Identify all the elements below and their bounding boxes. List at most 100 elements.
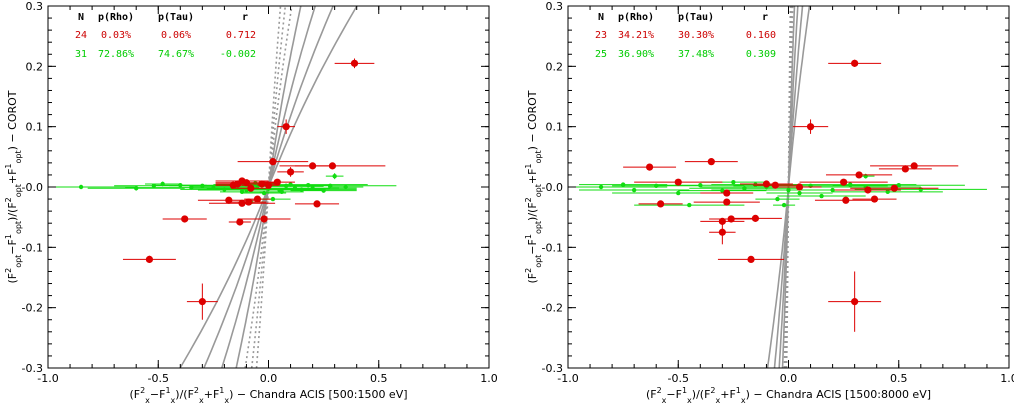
data-point <box>186 283 218 320</box>
series-green <box>48 173 397 205</box>
data-point <box>878 165 932 173</box>
x-tick-label: -1.0 <box>37 372 58 385</box>
data-point <box>259 178 295 186</box>
data-point <box>828 59 882 67</box>
series-red <box>122 58 386 320</box>
marker <box>292 186 298 191</box>
marker <box>305 182 311 188</box>
x-tick-label: 1.0 <box>480 372 498 385</box>
fit-line-dotted <box>244 6 293 368</box>
marker <box>134 186 139 191</box>
chart-panel-1: -1.0 -0.5 0.0 0.5 1.0 -0.3 -0.2 -0.1 -0.0 0.1 0.2 0… <box>4 0 498 405</box>
data-point <box>48 184 137 190</box>
x-tick-label: 0.5 <box>890 372 908 385</box>
stats-cell: 74.67% <box>158 49 194 60</box>
marker <box>225 196 233 204</box>
chart-panel-2: -1.0 -0.5 0.0 0.5 1.0 -0.3 -0.2 -0.1 -0.0 0.1 0.2 0… <box>524 0 1014 405</box>
stats-cell: 0.160 <box>746 30 776 41</box>
marker <box>245 198 253 206</box>
marker <box>762 180 771 188</box>
data-point <box>244 195 271 203</box>
data-point <box>219 189 265 195</box>
y-tick-label: 0.3 <box>26 0 44 13</box>
x-axis-title: (F2x−F1x)/(F2x+F1x) − Chandra ACIS [500:… <box>129 386 407 405</box>
data-point <box>153 182 207 188</box>
marker <box>718 228 726 236</box>
y-tick-label: -0.3 <box>542 362 563 375</box>
stats-cell: -0.002 <box>220 49 256 60</box>
stats-cell: 23 <box>595 30 607 41</box>
marker <box>236 218 244 226</box>
marker <box>178 182 183 188</box>
marker <box>753 182 758 187</box>
series-red <box>623 59 959 332</box>
y-axis-title: (F2opt−F1opt)/(F2opt+F1opt) − COROT <box>4 90 23 283</box>
data-point <box>684 158 738 166</box>
marker <box>264 181 273 189</box>
marker <box>239 189 245 195</box>
y-tick-label: 0.2 <box>546 60 564 73</box>
data-point <box>579 182 668 187</box>
stats-cell: 0.06% <box>161 30 191 41</box>
marker <box>727 215 735 223</box>
y-axis-title: (F2opt−F1opt)/(F2opt+F1opt) − COROT <box>524 90 543 283</box>
stats-cell: 37.48% <box>678 49 714 60</box>
stats-cell: 30.30% <box>678 30 714 41</box>
x-tick-label: -0.5 <box>668 372 689 385</box>
plot-area <box>568 6 987 368</box>
stats-cell: 24 <box>75 30 87 41</box>
series-green <box>568 173 987 208</box>
stats-cell: 72.86% <box>98 49 134 60</box>
data-point <box>215 181 251 189</box>
y-tick-label: -0.0 <box>542 181 563 194</box>
marker <box>855 171 863 179</box>
marker <box>707 158 715 166</box>
y-tick-label: 0.1 <box>546 121 564 134</box>
data-point <box>259 189 304 195</box>
marker <box>269 158 277 166</box>
data-point <box>231 198 267 206</box>
marker <box>771 181 779 189</box>
data-point <box>792 119 829 134</box>
marker <box>723 189 731 197</box>
data-point <box>122 255 176 264</box>
marker <box>247 184 255 192</box>
marker <box>851 298 859 306</box>
x-tick-label: -0.5 <box>148 372 169 385</box>
marker <box>350 59 359 67</box>
stats-cell: 0.03% <box>101 30 131 41</box>
data-point <box>832 189 943 195</box>
x-tick-label: 1.0 <box>1000 372 1014 385</box>
marker <box>343 184 348 190</box>
data-point <box>709 220 736 245</box>
marker <box>270 196 276 202</box>
data-point <box>638 200 683 208</box>
marker <box>830 187 835 193</box>
y-tick-label: -0.0 <box>22 181 43 194</box>
data-point <box>191 186 236 191</box>
data-point <box>579 187 690 193</box>
stats-header: p(Rho) <box>618 12 654 23</box>
data-point <box>777 193 866 199</box>
data-point <box>277 167 304 177</box>
marker <box>279 189 284 195</box>
marker <box>676 190 681 196</box>
data-point <box>777 183 822 191</box>
y-tick-label: 0.1 <box>26 121 44 134</box>
marker <box>806 123 815 131</box>
stats-header: N <box>78 12 84 23</box>
data-point <box>814 196 877 204</box>
marker <box>842 196 850 204</box>
stats-cell: 36.90% <box>618 49 654 60</box>
marker <box>645 163 654 171</box>
marker <box>200 183 205 188</box>
data-point <box>728 214 782 222</box>
y-tick-label: 0.2 <box>26 60 44 73</box>
marker <box>687 202 692 208</box>
stats-header: p(Tau) <box>678 12 714 23</box>
data-point <box>231 184 271 192</box>
data-point <box>228 218 251 226</box>
marker <box>870 195 879 203</box>
marker <box>657 200 665 208</box>
data-point <box>678 188 767 193</box>
